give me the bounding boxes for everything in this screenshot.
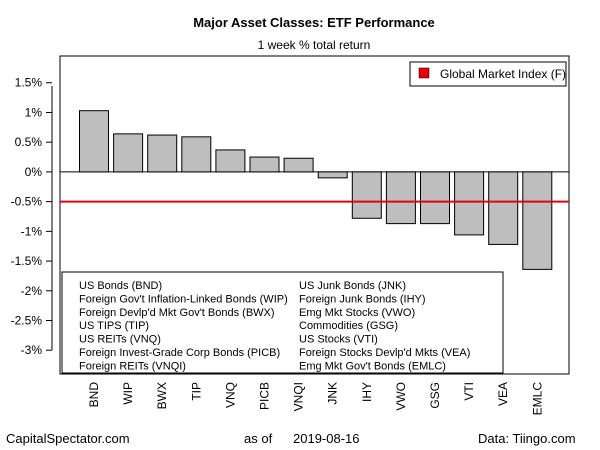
y-tick-label: 0%	[25, 165, 43, 179]
legend-label: Global Market Index (F)	[440, 67, 566, 81]
chart-title: Major Asset Classes: ETF Performance	[193, 15, 435, 30]
ticker-legend-item: US Stocks (VTI)	[299, 334, 378, 346]
x-tick-label: VNQ	[223, 382, 237, 408]
x-tick-label: VWO	[394, 382, 408, 411]
y-tick-label: -2.5%	[11, 314, 43, 328]
ticker-legend-item: US REITs (VNQ)	[79, 334, 161, 346]
legend-box	[409, 61, 567, 87]
ticker-legend-item: Emg Mkt Gov't Bonds (EMLC)	[299, 360, 446, 372]
x-tick-label: BWX	[155, 382, 169, 409]
x-tick-label: WIP	[121, 382, 135, 405]
bar-vwo	[385, 171, 416, 225]
bar-ihy	[351, 171, 382, 219]
x-axis-ticks: BND WIP BWX TIP VNQ PICB VNQI JNK IHY VWO GSG VTI VE…	[87, 382, 544, 416]
legend-swatch	[418, 67, 430, 79]
ticker-legend-item: US TIPS (TIP)	[79, 320, 149, 332]
y-tick-label: -0.5%	[11, 195, 43, 209]
bar-vnqi	[283, 157, 314, 173]
ticker-legend-item: US Junk Bonds (JNK)	[299, 280, 406, 292]
y-tick-label: 1.5%	[15, 76, 43, 90]
bars	[79, 110, 553, 270]
x-tick-label: VTI	[462, 382, 476, 401]
bar-vti	[454, 171, 485, 236]
ticker-legend: US Bonds (BND)Foreign Gov't Inflation-Li…	[61, 271, 504, 374]
bar-tip	[181, 136, 212, 173]
ticker-legend-item: Foreign Invest-Grade Corp Bonds (PICB)	[79, 347, 280, 359]
x-tick-label: JNK	[326, 382, 340, 405]
chart-subtitle: 1 week % total return	[258, 38, 371, 52]
x-tick-label: PICB	[258, 382, 272, 410]
bar-bnd	[79, 110, 109, 173]
bar-picb	[249, 156, 280, 173]
bar-vnq	[215, 149, 246, 173]
bar-jnk	[317, 171, 348, 179]
ticker-legend-right: US Junk Bonds (JNK)Foreign Junk Bonds (I…	[299, 280, 470, 372]
ticker-legend-item: Emg Mkt Stocks (VWO)	[299, 307, 415, 319]
as-of-date: 2019-08-16	[293, 431, 360, 446]
bar-bwx	[147, 134, 178, 173]
ticker-legend-left: US Bonds (BND)Foreign Gov't Inflation-Li…	[79, 280, 288, 372]
ticker-legend-item: Foreign Devlp'd Mkt Gov't Bonds (BWX)	[79, 307, 275, 319]
ticker-legend-box	[61, 271, 504, 374]
source-left: CapitalSpectator.com	[6, 431, 130, 446]
x-tick-label: GSG	[428, 382, 442, 409]
bar-gsg	[420, 171, 450, 225]
x-tick-label: EMLC	[530, 382, 544, 416]
bar-vea	[488, 171, 519, 245]
x-tick-label: VEA	[496, 382, 510, 406]
source-right: Data: Tiingo.com	[478, 431, 576, 446]
x-tick-label: VNQI	[292, 382, 306, 411]
legend: Global Market Index (F)	[409, 61, 567, 87]
ticker-legend-item: Commodities (GSG)	[299, 320, 398, 332]
y-tick-label: -1.5%	[11, 254, 43, 268]
ticker-legend-item: Foreign Junk Bonds (IHY)	[299, 293, 426, 305]
y-tick-label: -2%	[21, 284, 43, 298]
ticker-legend-item: Foreign REITs (VNQI)	[79, 360, 186, 372]
y-axis-ticks: -3% -2.5% -2% -1.5% -1% -0.5% 0% 0.5% 1% 1.5%	[11, 76, 52, 357]
as-of-label: as of	[244, 431, 273, 446]
y-tick-label: 0.5%	[15, 135, 43, 149]
bar-emlc	[522, 171, 553, 270]
plot-frame	[59, 55, 570, 375]
bar-wip	[113, 133, 144, 173]
ticker-legend-item: US Bonds (BND)	[79, 280, 162, 292]
x-tick-label: TIP	[189, 382, 203, 401]
y-tick-label: -1%	[21, 224, 43, 238]
x-tick-label: IHY	[360, 382, 374, 402]
ticker-legend-item: Foreign Stocks Devlp'd Mkts (VEA)	[299, 347, 470, 359]
y-tick-label: -3%	[21, 343, 43, 357]
y-tick-label: 1%	[25, 105, 43, 119]
x-tick-label: BND	[87, 382, 101, 408]
ticker-legend-item: Foreign Gov't Inflation-Linked Bonds (WI…	[79, 293, 288, 305]
